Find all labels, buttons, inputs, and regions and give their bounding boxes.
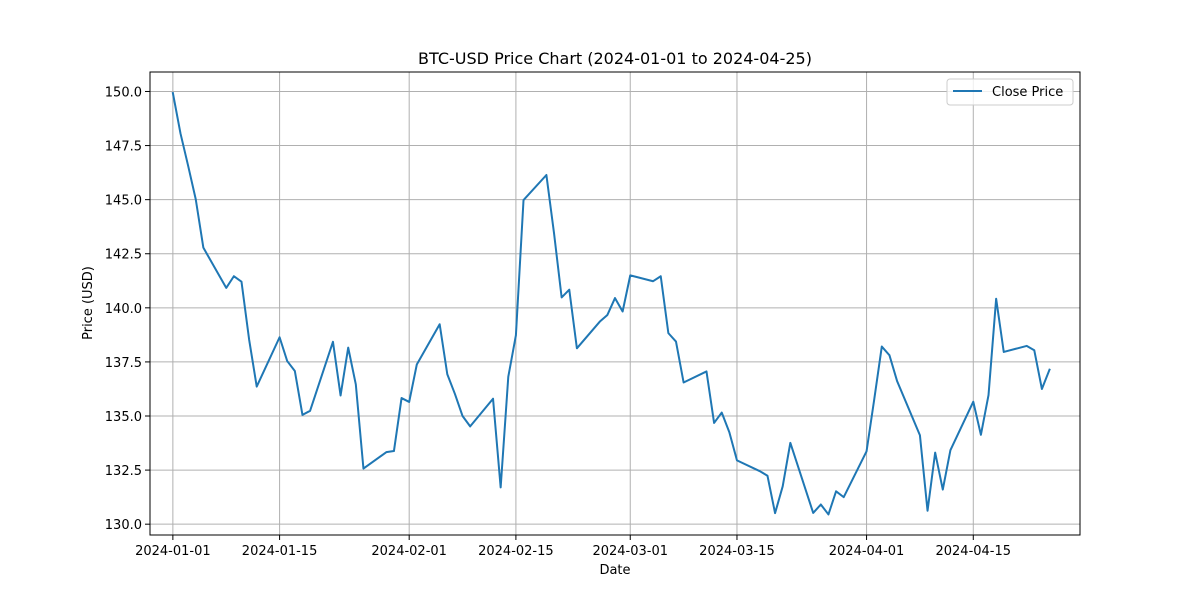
legend-label: Close Price	[992, 85, 1063, 100]
x-tick-label: 2024-02-01	[371, 544, 447, 559]
x-axis-title: Date	[599, 563, 630, 578]
series-line-close-price	[171, 91, 1051, 516]
y-tick-label: 140.0	[105, 302, 142, 317]
x-tick-label: 2024-02-15	[478, 544, 554, 559]
x-tick-label: 2024-01-15	[242, 544, 318, 559]
grid-layer	[150, 72, 1080, 535]
y-tick-label: 150.0	[105, 85, 142, 100]
y-tick-label: 142.5	[105, 248, 142, 263]
y-tick-label: 132.5	[105, 464, 142, 479]
x-tick-label: 2024-01-01	[135, 544, 211, 559]
x-axis: 2024-01-01 2024-01-15 2024-02-01 2024-02-15…	[135, 535, 1011, 559]
chart-title: BTC-USD Price Chart (2024-01-01 to 2024-…	[418, 49, 812, 68]
x-tick-label: 2024-04-15	[935, 544, 1011, 559]
y-tick-label: 137.5	[105, 356, 142, 371]
y-tick-label: 135.0	[105, 410, 142, 425]
y-axis-title: Price (USD)	[81, 266, 96, 340]
x-tick-label: 2024-04-01	[829, 544, 905, 559]
series-layer	[171, 91, 1051, 516]
legend-box	[946, 78, 1074, 106]
y-tick-label: 147.5	[105, 140, 142, 155]
y-tick-label: 145.0	[105, 194, 142, 209]
x-tick-label: 2024-03-15	[699, 544, 775, 559]
plot-area-frame	[149, 71, 1081, 536]
x-tick-label: 2024-03-01	[592, 544, 668, 559]
y-tick-label: 130.0	[105, 518, 142, 533]
legend: Close Price	[946, 78, 1074, 106]
y-axis: 130.0 132.5 135.0 137.5 140.0 142.5 145.0 147.5…	[105, 85, 150, 533]
